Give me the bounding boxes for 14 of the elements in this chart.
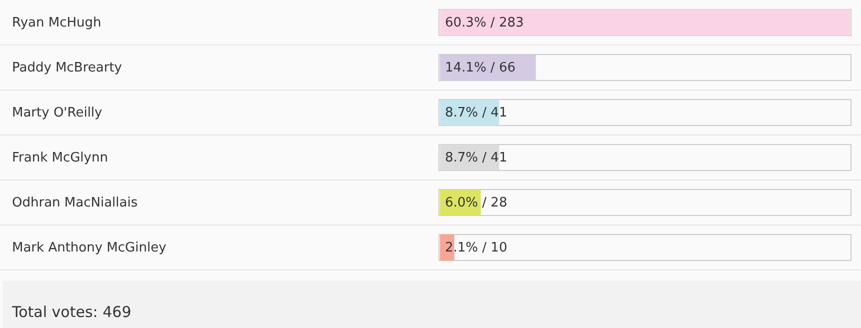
y-tick-label: Odhran MacNiallais xyxy=(12,196,138,210)
data-label: 14.1% / 66 xyxy=(445,60,516,76)
text: Total votes: 469 xyxy=(11,303,132,321)
y-tick-label: Paddy McBrearty xyxy=(12,60,122,76)
y-tick-label: Mark Anthony McGinley xyxy=(12,240,167,256)
bar xyxy=(440,54,536,80)
data-label: 60.3% / 283 xyxy=(445,16,524,30)
y-tick-label: Frank McGlynn xyxy=(12,150,108,166)
y-tick-label: Marty O'Reilly xyxy=(12,106,103,120)
data-label: 8.7% / 41 xyxy=(445,106,508,120)
data-label: 8.7% / 41 xyxy=(445,150,508,166)
data-label: 6.0% / 28 xyxy=(445,196,508,210)
data-label: 2.1% / 10 xyxy=(445,240,508,256)
y-tick-label: Ryan McHugh xyxy=(12,16,102,30)
